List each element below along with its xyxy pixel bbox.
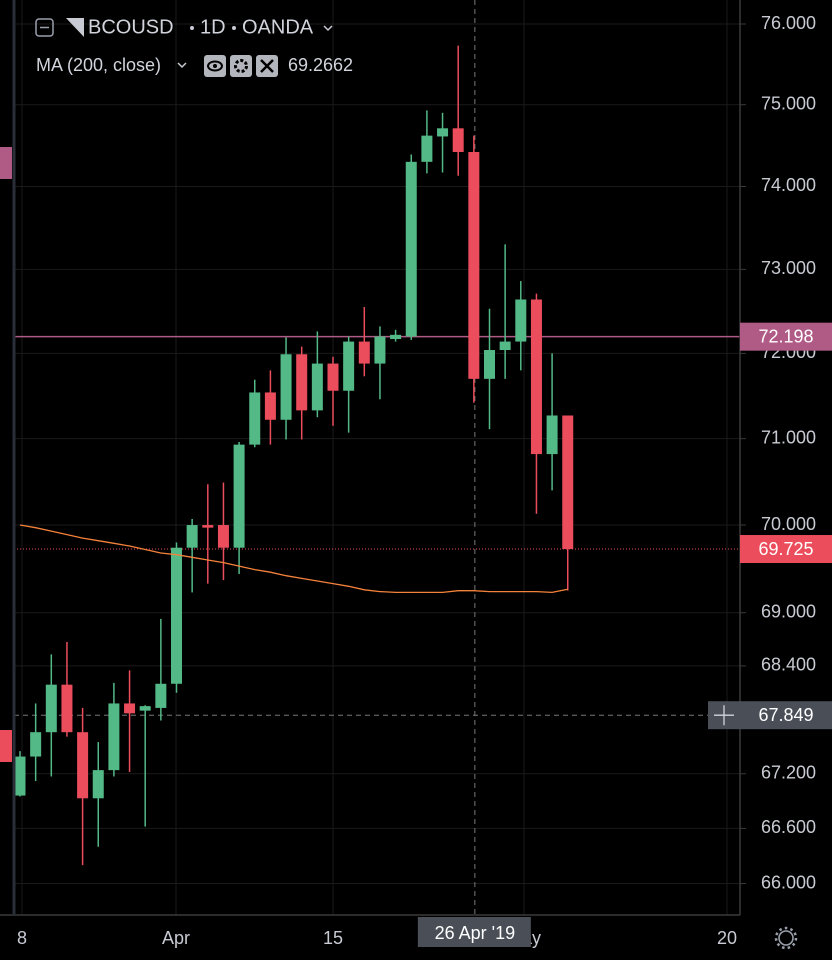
exchange[interactable]: OANDA xyxy=(242,16,314,38)
plot xyxy=(14,45,574,866)
y-tick-label: 73.000 xyxy=(761,258,816,278)
candle-body xyxy=(202,525,214,528)
left-marker xyxy=(0,730,12,762)
candle-body xyxy=(421,135,433,162)
candle-body xyxy=(217,525,229,548)
indicator-name[interactable]: MA (200, close) xyxy=(36,55,161,75)
candle-body xyxy=(124,703,136,714)
candle-body xyxy=(14,756,26,796)
y-tick-label: 67.200 xyxy=(761,763,816,783)
crosshair-price-label-bg xyxy=(740,701,832,730)
candle-body xyxy=(249,392,261,445)
eye-icon xyxy=(207,60,223,72)
candle-body xyxy=(171,547,182,684)
candle-body xyxy=(358,341,370,364)
settings-icon xyxy=(234,59,248,73)
x-tick-label: 15 xyxy=(323,928,343,948)
ma-line xyxy=(19,524,568,594)
last-price-label: 69.725 xyxy=(758,539,813,559)
candle-body xyxy=(327,363,339,391)
candle-body xyxy=(405,161,417,337)
symbol-icon xyxy=(66,18,84,37)
candle-body xyxy=(546,415,558,455)
chevron[interactable] xyxy=(323,25,333,32)
candle-body xyxy=(61,684,73,733)
x-tick-label: 20 xyxy=(717,928,737,948)
candle-body xyxy=(530,299,542,455)
symbol[interactable]: BCOUSD xyxy=(88,16,174,38)
candle-body xyxy=(45,684,57,733)
crosshair-plus xyxy=(714,705,734,726)
separator xyxy=(190,26,194,30)
candle-body xyxy=(233,444,245,548)
last-price-label-bg xyxy=(740,535,832,564)
y-tick-label: 68.400 xyxy=(761,655,816,675)
candle-body xyxy=(499,341,511,351)
candle-body xyxy=(515,299,527,342)
crosshair-date-bg xyxy=(417,917,531,947)
candle-body xyxy=(30,732,42,757)
candle-body xyxy=(264,392,276,420)
indicator-value: 69.2662 xyxy=(288,55,353,75)
x-tick-label: 8 xyxy=(17,928,27,948)
candle-body xyxy=(562,415,574,550)
candle-body xyxy=(468,151,480,379)
gear xyxy=(778,930,794,946)
crosshair-date-label: 26 Apr '19 xyxy=(435,923,516,943)
y-tick-label: 70.000 xyxy=(761,514,816,534)
eye-icon xyxy=(213,64,217,68)
candle-body xyxy=(108,703,120,771)
candle-body xyxy=(77,732,89,799)
left-marker xyxy=(0,147,12,179)
close-icon xyxy=(260,59,274,73)
settings-gear[interactable] xyxy=(774,926,798,950)
candle-body xyxy=(311,363,323,411)
candle-body xyxy=(155,683,167,708)
hline-label: 72.198 xyxy=(758,326,813,346)
y-tick-label: 76.000 xyxy=(761,13,816,33)
candle-body xyxy=(374,336,386,364)
candle-body xyxy=(139,706,151,711)
gear xyxy=(774,926,798,950)
candle-body xyxy=(437,128,449,137)
y-tick-label: 74.000 xyxy=(761,175,816,195)
y-tick-label: 69.000 xyxy=(761,601,816,621)
crosshair-price-label: 67.849 xyxy=(758,705,813,725)
y-tick-label: 75.000 xyxy=(761,93,816,113)
candle-body xyxy=(280,354,292,420)
y-tick-label: 66.600 xyxy=(761,817,816,837)
hline-label-bg xyxy=(740,322,832,351)
y-tick-label: 71.000 xyxy=(761,427,816,447)
labels: 72.198 69.725 67.849 26 Apr '19 xyxy=(417,322,832,947)
interval[interactable]: 1D xyxy=(200,16,226,38)
x-tick-label: Apr xyxy=(162,928,190,948)
settings-icon[interactable] xyxy=(230,55,252,77)
candle-body xyxy=(452,128,464,152)
y-tick-label: 66.000 xyxy=(761,872,816,892)
candle-body xyxy=(296,354,308,411)
chevron[interactable] xyxy=(177,62,187,69)
candle-body xyxy=(343,341,355,391)
separator xyxy=(232,26,236,30)
candle-body xyxy=(484,350,495,379)
candle-body xyxy=(186,525,198,548)
header: BCOUSD 1D OANDA MA (200, close) 69.2662 xyxy=(35,16,353,77)
candle-body xyxy=(92,770,104,799)
collapse-icon[interactable] xyxy=(35,18,54,37)
candle-body xyxy=(390,334,402,340)
